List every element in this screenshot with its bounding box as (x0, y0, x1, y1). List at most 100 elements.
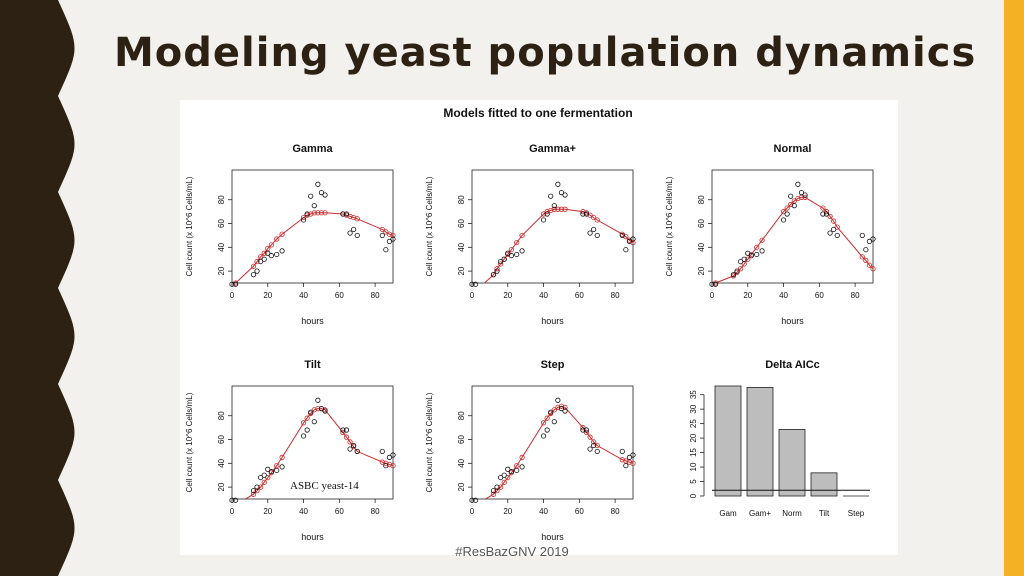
observed-point (630, 452, 636, 458)
fitted-point (254, 488, 260, 494)
observed-point (261, 472, 267, 478)
panel-title: Delta AICc (765, 359, 820, 371)
observed-point (308, 193, 314, 199)
y-tick-label: 60 (457, 219, 466, 228)
observed-point (311, 419, 317, 425)
fitted-point (745, 256, 751, 262)
observed-point (254, 484, 260, 490)
panel-3: Tilt 0 20 40 60 80 20 40 60 80 hours Cell count (x … (185, 359, 396, 542)
fitted-point (562, 404, 568, 411)
observed-point (300, 433, 307, 439)
observed-point (709, 281, 715, 287)
x-tick-label: 80 (851, 291, 860, 300)
observed-point (791, 203, 797, 209)
fitted-point (591, 214, 597, 221)
observed-point (390, 236, 396, 242)
chart-figure: Models fitted to one fermentation Gamma 0… (180, 100, 898, 555)
observed-point (304, 427, 310, 433)
observed-point (562, 408, 568, 414)
y-tick-label: 60 (697, 219, 706, 228)
observed-point (540, 433, 547, 439)
fitted-point (498, 261, 504, 267)
observed-point (802, 192, 808, 198)
fitted-point (340, 429, 346, 435)
observed-point (784, 211, 790, 217)
observed-point (734, 268, 740, 274)
fitted-point (308, 211, 314, 217)
chart-figure-svg: Models fitted to one fermentation Gamma 0… (185, 106, 876, 542)
bar (746, 387, 774, 497)
observed-point (583, 427, 590, 433)
observed-point (232, 281, 239, 287)
fitted-curve (714, 196, 873, 283)
fitted-point (318, 210, 325, 216)
fitted-point (383, 229, 389, 235)
observed-point (490, 488, 497, 494)
observed-point (279, 464, 285, 470)
observed-point (308, 409, 314, 415)
fitted-curve (483, 208, 633, 283)
observed-point (623, 247, 629, 253)
x-tick-label: 20 (503, 291, 512, 300)
observed-point (261, 256, 267, 262)
fitted-point (390, 463, 396, 469)
observed-point (469, 281, 475, 287)
plot-frame (231, 385, 394, 500)
observed-point (514, 251, 520, 258)
observed-point (619, 232, 625, 239)
observed-point (501, 472, 507, 478)
fitted-point (551, 407, 557, 413)
fitted-point (379, 226, 385, 233)
fitted-point (490, 491, 497, 497)
y-tick-label: 20 (457, 482, 466, 491)
decorative-wavy-band (0, 0, 75, 576)
plot-frame (471, 169, 634, 284)
observed-point (340, 427, 346, 433)
observed-point (343, 211, 350, 217)
fitted-point (866, 262, 873, 268)
observed-point (354, 232, 360, 239)
fitted-point (863, 257, 869, 263)
y-axis-label: Cell count (x 10^6 Cells/mL) (425, 392, 434, 492)
bar-category-label: Gam (719, 509, 737, 518)
observed-point (250, 272, 257, 278)
fitted-point (780, 209, 787, 215)
observed-point (514, 467, 520, 474)
fitted-point (788, 201, 794, 208)
observed-point (315, 397, 321, 403)
fitted-point (551, 206, 557, 212)
observed-point (548, 193, 554, 199)
y-axis-label: Cell count (x 10^6 Cells/mL) (665, 176, 674, 276)
x-tick-label: 0 (470, 507, 475, 516)
fitted-point (354, 216, 360, 222)
fitted-point (823, 209, 830, 215)
observed-point (583, 211, 590, 217)
bar (778, 429, 806, 497)
plot-frame (711, 169, 874, 284)
x-tick-label: 20 (743, 291, 752, 300)
observed-point (834, 232, 840, 239)
y-axis-label: Cell count (x 10^6 Cells/mL) (425, 176, 434, 276)
x-tick-label: 80 (611, 507, 620, 516)
fitted-point (820, 205, 826, 211)
observed-point (354, 448, 360, 455)
observed-point (866, 238, 873, 244)
fitted-point (347, 213, 353, 219)
observed-point (630, 236, 636, 242)
fitted-point (548, 207, 554, 214)
y-axis-label: Cell count (x 10^6 Cells/mL) (185, 392, 194, 492)
fitted-point (250, 263, 257, 269)
observed-point (386, 454, 393, 460)
x-tick-label: 0 (230, 507, 235, 516)
x-axis-label: hours (541, 532, 564, 542)
observed-point (300, 217, 307, 223)
fitted-point (265, 474, 271, 481)
observed-point (870, 236, 876, 242)
fitted-point (544, 209, 550, 215)
fitted-point (279, 454, 285, 460)
y-tick-label: 20 (217, 266, 226, 275)
fitted-point (250, 491, 257, 497)
y-tick-label: 0 (689, 493, 698, 498)
observed-point (379, 232, 385, 239)
x-tick-label: 60 (335, 291, 344, 300)
